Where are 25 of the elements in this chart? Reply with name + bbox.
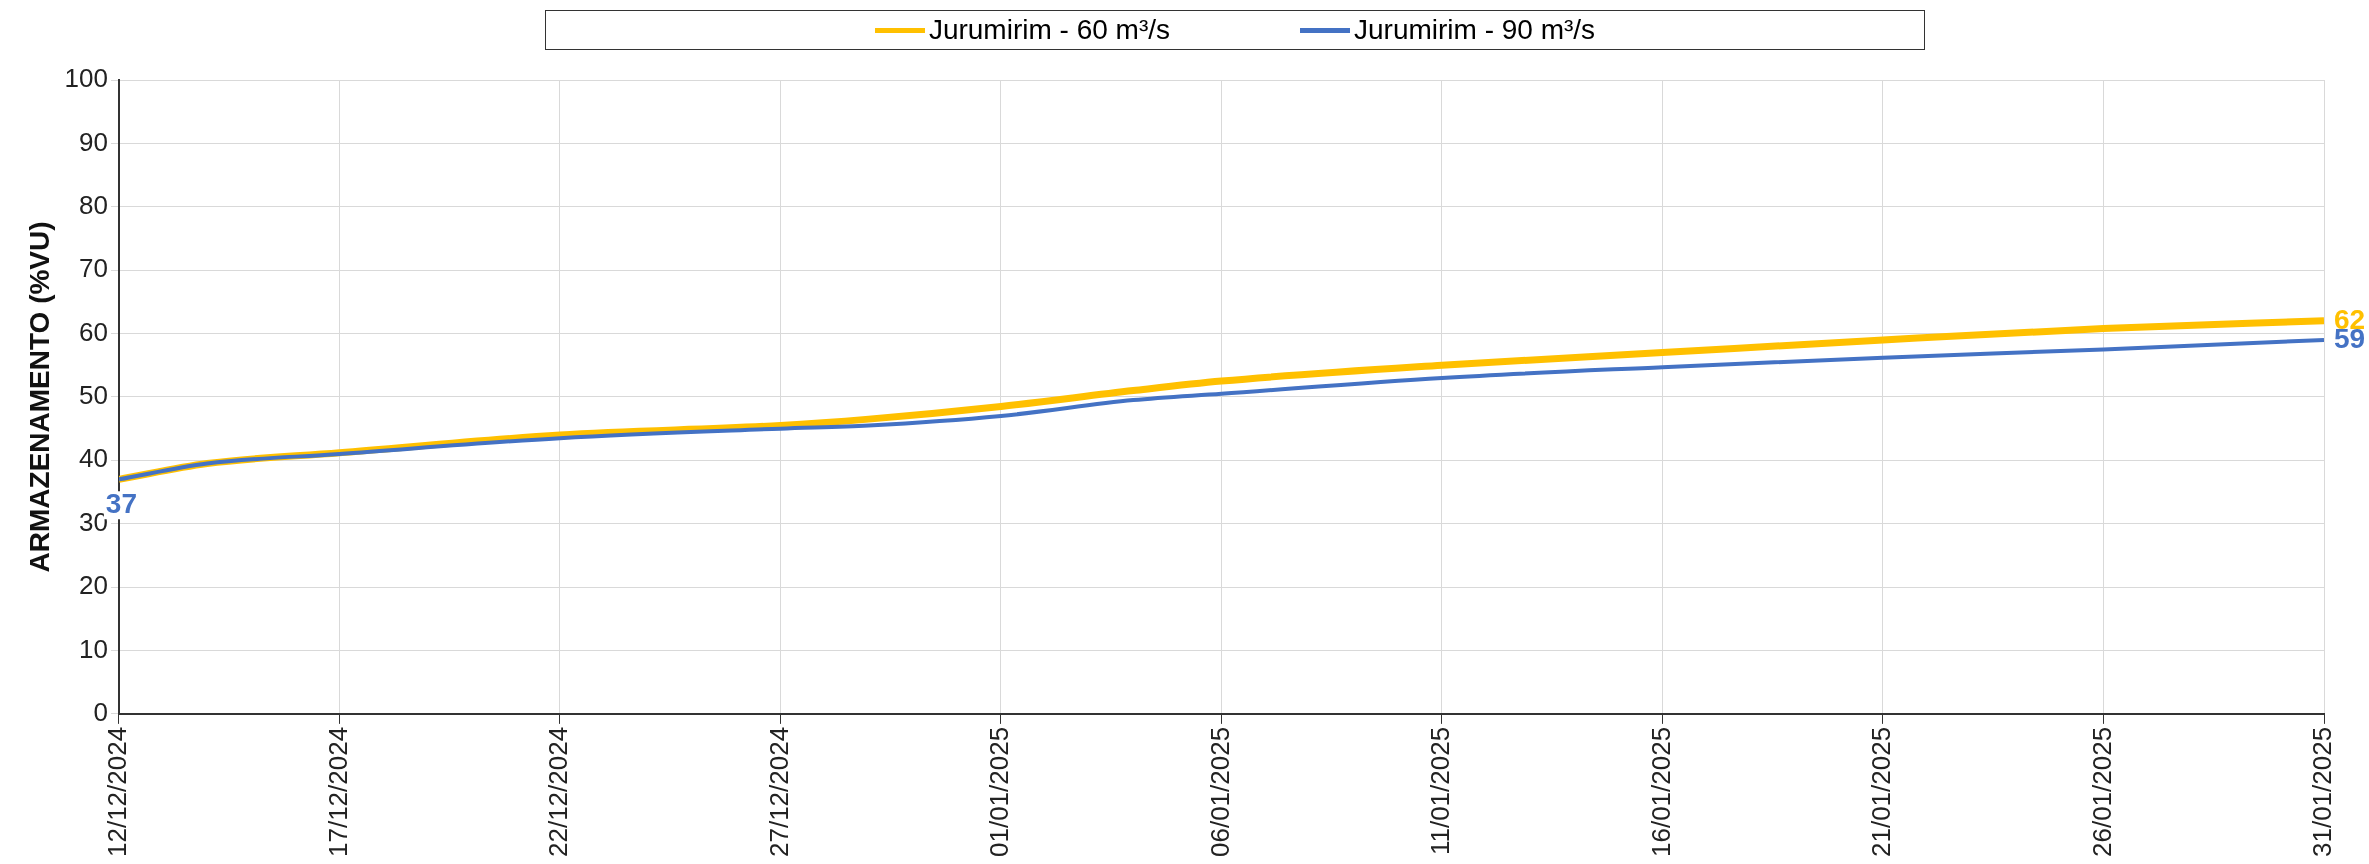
y-tick-label: 60	[79, 316, 108, 347]
y-tick-label: 80	[79, 189, 108, 220]
x-tick-label: 22/12/2024	[543, 726, 574, 858]
y-tick-label: 90	[79, 126, 108, 157]
legend-label: Jurumirim - 60 m³/s	[928, 14, 1170, 46]
y-tick-label: 0	[93, 697, 108, 728]
x-tick-label: 17/12/2024	[322, 726, 353, 858]
x-tick-label: 27/12/2024	[763, 726, 794, 858]
y-tick-label: 10	[79, 633, 108, 664]
x-tick-label: 26/01/2025	[2086, 726, 2117, 858]
x-tick-label: 01/01/2025	[984, 726, 1015, 858]
y-tick-label: 20	[79, 570, 108, 601]
x-tick-label: 06/01/2025	[1204, 726, 1235, 858]
y-tick-label: 70	[79, 253, 108, 284]
y-axis-title: ARMAZENAMENTO (%VU)	[23, 221, 55, 573]
y-tick-label: 50	[79, 380, 108, 411]
y-tick-label: 40	[79, 443, 108, 474]
legend-label: Jurumirim - 90 m³/s	[1354, 14, 1596, 46]
x-tick-label: 12/12/2024	[102, 726, 133, 858]
x-tick-label: 31/01/2025	[2307, 726, 2338, 858]
y-tick-label: 100	[64, 63, 108, 94]
x-tick-label: 21/01/2025	[1866, 726, 1897, 858]
x-tick-label: 16/01/2025	[1645, 726, 1676, 858]
annotation: 37	[105, 488, 137, 520]
x-tick-label: 11/01/2025	[1425, 726, 1456, 856]
